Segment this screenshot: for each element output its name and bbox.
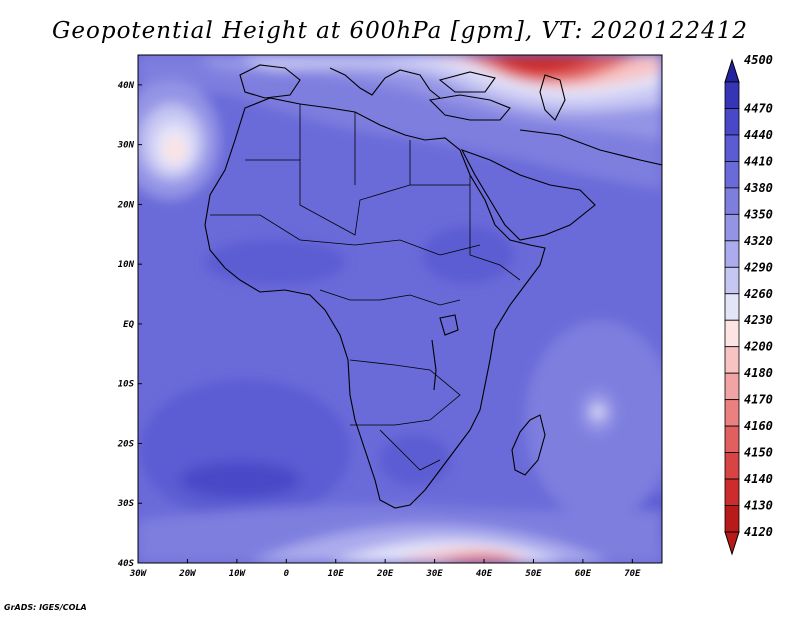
south-atlantic-high-core [180,462,300,498]
country-borders [210,104,521,471]
southern-borders [379,429,441,471]
south-atlantic-high-outer [140,380,350,520]
lon-tick-label: 20E [376,569,394,579]
colorbar-label: 4130 [744,499,773,513]
colorbar-label: 4410 [744,154,773,168]
central-borders [319,289,461,306]
lon-tick-label: 10W [229,569,247,579]
colorbar-label: 4380 [744,181,773,195]
colorbar-top-arrow [724,58,740,83]
sahel-borders [210,214,481,256]
colorbar-label: 4500 [744,53,773,67]
persian-gulf-iran [519,129,662,166]
colorbar: 4500 4470 4440 4410 4380 4350 4320 4290 4260 4230… [724,53,773,556]
black-sea [438,71,496,93]
colorbar-label: 4170 [744,393,773,407]
caspian-sea [539,74,566,121]
lon-tick-label: 20W [178,569,197,579]
longitude-axis: 30W 20W 10W 0 10E 20E 30E 40E 50E 60E 70E [129,559,641,579]
east-africa-high [423,227,513,283]
colorbar-label: 4140 [744,472,773,486]
lon-tick-label: 60E [575,569,592,579]
colorbar-segment [724,346,740,374]
colorbar-segment [724,266,740,295]
coastlines [204,64,662,509]
colorbar-bottom-arrow [724,531,740,556]
lon-tick-label: 30W [129,569,148,579]
colorbar-segment [724,161,740,189]
grads-credit: GrADS: IGES/COLA [4,603,87,612]
arabian-peninsula [460,149,596,241]
lat-tick-label: 30N [117,141,135,151]
colorbar-label: 4120 [744,525,773,539]
lake-victoria [439,314,459,336]
colorbar-label: 4160 [744,419,773,433]
east-borders [469,175,521,281]
lat-tick-label: 10N [118,260,135,270]
colorbar-segment [724,319,740,348]
lake-tanganyika [431,339,437,391]
maghreb-borders [299,104,356,185]
map-panel [137,54,663,564]
lat-tick-label: 40S [118,559,135,569]
colorbar-segment [724,372,740,401]
colorbar-label: 4440 [744,128,773,142]
colorbar-label: 4150 [744,446,773,460]
colorbar-label: 4350 [744,207,773,221]
colorbar-label: 4260 [744,287,773,301]
madagascar-east-dip-inner [592,405,604,419]
lat-tick-label: EQ [123,320,134,330]
south-central-borders [349,359,461,426]
colorbar-segment [724,134,740,162]
colorbar-segment [724,81,740,109]
lon-tick-label: 50E [525,569,542,579]
atlantic-low-core [164,137,186,163]
colorbar-segment [724,425,740,453]
lat-tick-label: 10S [118,380,135,390]
map-frame [137,54,663,564]
italy-balkans-coast [329,67,441,99]
colorbar-segment [724,452,740,480]
map-title: Geopotential Height at 600hPa [gpm], VT:… [52,18,748,44]
lat-tick-label: 40N [118,81,135,91]
lat-tick-label: 20N [117,200,135,210]
colorbar-segment [724,505,740,533]
colorbar-label: 4180 [744,366,773,380]
lat-tick-label: 30S [117,499,135,509]
colorbar-segment [724,293,740,321]
latitude-axis: 40N 30N 20N 10N EQ 10S 20S 30S 40S [117,81,142,569]
colorbar-label: 4200 [744,340,773,354]
colorbar-segment [724,399,740,427]
colorbar-segment [724,240,740,268]
colorbar-label: 4470 [744,101,773,115]
colorbar-label: 4230 [744,313,773,327]
colorbar-segment [724,213,740,242]
lat-tick-label: 20S [117,439,135,449]
lon-tick-label: 70E [624,569,641,579]
anatolia-coast [428,94,511,121]
lon-tick-label: 0 [284,569,290,579]
southern-band-red [440,555,520,563]
iberia-coast [239,64,301,99]
colorbar-label: 4320 [744,234,773,248]
colorbar-segment [724,478,740,506]
lon-tick-label: 30E [425,569,443,579]
colorbar-segment [724,187,740,215]
lon-tick-label: 40E [476,569,493,579]
lon-tick-label: 10E [328,569,345,579]
madagascar-coastline [511,414,546,476]
height-field [138,55,662,563]
colorbar-label: 4290 [744,260,773,274]
colorbar-segment [724,108,740,136]
west-africa-high [205,240,345,284]
africa-coastline [204,97,546,509]
trough-core [490,55,600,75]
